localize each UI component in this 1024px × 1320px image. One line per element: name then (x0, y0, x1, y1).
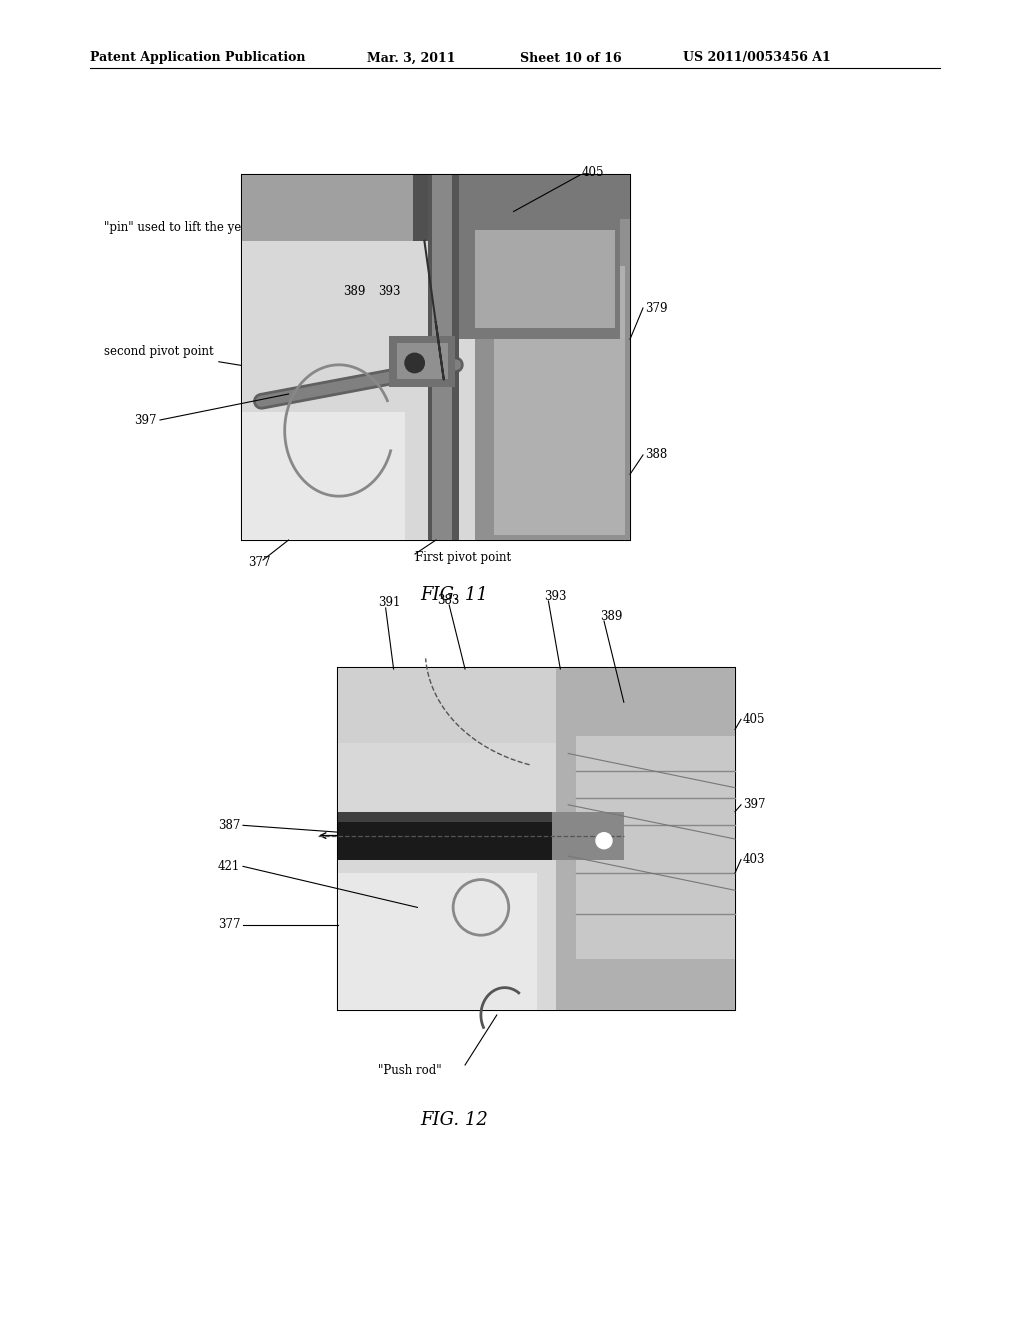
Bar (413, 176, 460, 240)
Circle shape (404, 354, 424, 372)
Bar (389, 335, 456, 387)
Text: US 2011/0053456 A1: US 2011/0053456 A1 (683, 51, 830, 65)
Bar (397, 343, 447, 379)
Bar (475, 219, 630, 540)
Text: second pivot point: second pivot point (104, 346, 325, 379)
Bar (338, 874, 537, 1010)
Bar (242, 240, 475, 540)
Bar (338, 812, 552, 822)
Text: 397: 397 (134, 413, 157, 426)
Text: FIG. 11: FIG. 11 (420, 586, 487, 605)
Text: First pivot point: First pivot point (415, 550, 511, 564)
Text: 393: 393 (378, 285, 400, 298)
Bar (338, 743, 556, 1010)
Text: 389: 389 (600, 610, 623, 623)
Text: 405: 405 (743, 713, 766, 726)
Bar (552, 812, 624, 859)
Text: 403: 403 (743, 853, 766, 866)
Bar (475, 230, 615, 329)
Text: 421: 421 (218, 859, 241, 873)
Text: FIG. 12: FIG. 12 (420, 1111, 487, 1129)
Text: 397: 397 (743, 799, 766, 812)
Text: "Push rod": "Push rod" (378, 1064, 441, 1077)
Text: 387: 387 (218, 818, 241, 832)
Bar (242, 176, 630, 240)
Text: 389: 389 (343, 285, 366, 298)
Text: 405: 405 (582, 166, 604, 180)
Bar (495, 267, 625, 535)
Text: Sheet 10 of 16: Sheet 10 of 16 (520, 51, 622, 65)
Bar (242, 412, 404, 540)
Bar (242, 176, 417, 240)
Text: 377: 377 (218, 917, 241, 931)
Text: "pin" used to lift the yellow "gate": "pin" used to lift the yellow "gate" (104, 222, 410, 265)
Bar (556, 668, 735, 1010)
Text: 388: 388 (645, 449, 668, 462)
Text: Patent Application Publication: Patent Application Publication (90, 51, 305, 65)
Text: 377: 377 (248, 557, 270, 569)
Bar (242, 176, 630, 540)
Bar (432, 176, 452, 540)
Bar (338, 668, 735, 743)
Bar (577, 737, 735, 958)
Text: Mar. 3, 2011: Mar. 3, 2011 (367, 51, 456, 65)
Text: 383: 383 (437, 594, 460, 606)
Bar (338, 668, 735, 1010)
Circle shape (596, 833, 612, 849)
Bar (428, 176, 460, 540)
Text: 391: 391 (378, 597, 400, 610)
Text: 393: 393 (545, 590, 567, 602)
Bar (242, 176, 630, 540)
Bar (456, 219, 620, 339)
Bar (338, 812, 552, 859)
Bar (338, 668, 735, 1010)
Text: 379: 379 (645, 301, 668, 314)
